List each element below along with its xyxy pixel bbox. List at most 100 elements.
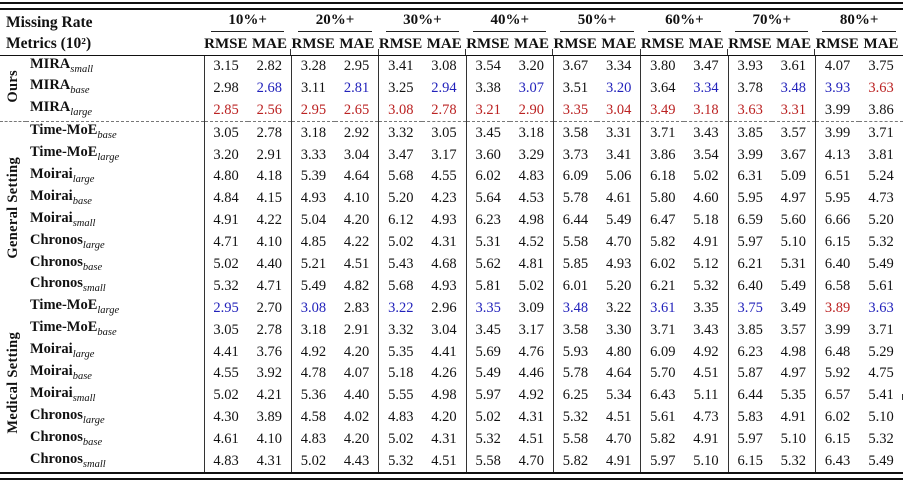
metric-value: 3.57 — [771, 121, 816, 145]
metric-value: 4.83 — [213, 452, 239, 469]
metric-header-rmse: RMSE — [378, 33, 423, 56]
metric-value: 5.32 — [475, 431, 501, 448]
metric-value: 5.95 — [737, 190, 763, 207]
metric-value: 4.70 — [597, 428, 642, 451]
metric-value: 3.48 — [562, 299, 589, 316]
metric-value: 6.09 — [562, 168, 589, 185]
metric-value: 3.04 — [597, 99, 642, 122]
metric-value: 5.32 — [388, 452, 414, 469]
table-row: Moiraismall 5.02 4.21 5.36 4.40 5.55 4.98 5.97 4… — [0, 384, 903, 407]
metric-value: 3.18 — [684, 99, 729, 122]
metric-value: 2.68 — [247, 77, 292, 100]
model-name: Moirailarge — [26, 165, 205, 188]
metric-value: 4.75 — [868, 365, 894, 382]
rate-header-4: 50%+ — [553, 11, 640, 34]
model-name: Moirailarge — [26, 341, 205, 363]
metric-value: 5.78 — [562, 365, 589, 382]
metric-value: 3.80 — [650, 57, 676, 74]
metric-value: 5.49 — [475, 365, 501, 382]
metric-value: 2.95 — [335, 55, 380, 78]
metric-value: 4.91 — [684, 428, 729, 451]
metric-value: 4.92 — [509, 384, 554, 407]
missing-rate-label: Missing Rate — [6, 13, 93, 31]
metric-value: 5.35 — [771, 384, 816, 407]
metric-value: 5.70 — [650, 365, 676, 382]
metric-value: 5.34 — [597, 384, 642, 407]
header-row-metrics: RMSE MAE RMSE MAE RMSE MAE RMSE MAE RMSE MAE RMSE M… — [0, 33, 903, 56]
metric-header-mae: MAE — [684, 33, 729, 56]
header-corner: Missing Rate Metrics (10²) — [0, 10, 205, 56]
metric-value: 5.97 — [650, 452, 676, 469]
metric-value: 3.63 — [868, 79, 894, 96]
metric-value: 5.11 — [684, 384, 729, 407]
metric-value: 2.95 — [213, 299, 239, 316]
metric-value: 3.64 — [650, 79, 676, 96]
metric-value: 2.83 — [335, 297, 380, 320]
metric-value: 4.23 — [422, 187, 467, 210]
metric-value: 4.41 — [422, 341, 467, 363]
metric-value: 3.61 — [771, 55, 816, 78]
metric-value: 3.29 — [509, 144, 554, 166]
metric-value: 4.51 — [422, 450, 467, 473]
metric-value: 5.06 — [597, 165, 642, 188]
metric-value: 4.76 — [509, 341, 554, 363]
metric-value: 3.47 — [684, 55, 729, 78]
metric-value: 3.35 — [475, 299, 501, 316]
metric-value: 6.02 — [824, 409, 851, 426]
metric-value: 6.31 — [737, 168, 763, 185]
table-row: Moiraismall 4.91 4.22 5.04 4.20 6.12 4.93 6.23 4… — [0, 209, 903, 232]
metric-value: 3.05 — [204, 121, 248, 145]
metric-value: 5.31 — [475, 234, 501, 251]
metric-value: 3.17 — [509, 319, 554, 342]
metric-value: 2.65 — [335, 99, 380, 122]
top-rule-upper — [0, 2, 903, 4]
metric-value: 5.68 — [388, 277, 414, 294]
metric-value: 4.64 — [597, 362, 642, 385]
metric-value: 6.09 — [650, 343, 676, 360]
metric-value: 2.90 — [509, 99, 554, 122]
metric-value: 4.10 — [247, 428, 292, 451]
metric-value: 3.75 — [868, 57, 894, 74]
metric-header-rmse: RMSE — [204, 33, 248, 56]
metric-header-mae: MAE — [859, 33, 903, 56]
metric-value: 3.45 — [475, 321, 501, 338]
model-name: Chronossmall — [26, 275, 205, 298]
metric-value: 3.58 — [553, 121, 598, 145]
model-name: MIRAlarge — [26, 99, 205, 122]
metric-value: 6.58 — [824, 277, 851, 294]
metric-value: 4.91 — [684, 231, 729, 254]
results-table-page: Missing Rate Metrics (10²) 10%+ 20%+ 30%+ 4… — [0, 0, 903, 400]
metric-value: 3.08 — [388, 101, 414, 118]
metric-value: 4.93 — [597, 253, 642, 276]
model-name: Chronosbase — [26, 253, 205, 276]
metric-value: 3.47 — [388, 146, 414, 163]
table-row: Time-MoElarge 3.20 2.91 3.33 3.04 3.47 3.17 3.6… — [0, 144, 903, 166]
metric-value: 2.94 — [422, 77, 467, 100]
metric-value: 4.68 — [422, 253, 467, 276]
metric-value: 2.92 — [335, 121, 380, 145]
metric-value: 3.99 — [737, 146, 763, 163]
metric-value: 3.48 — [771, 77, 816, 100]
metric-value: 5.60 — [771, 209, 816, 232]
metric-value: 6.23 — [737, 343, 763, 360]
metric-value: 4.41 — [213, 343, 239, 360]
metric-value: 3.35 — [684, 297, 729, 320]
metric-value: 3.28 — [300, 57, 327, 74]
metric-value: 3.32 — [378, 121, 423, 145]
metric-value: 4.53 — [509, 187, 554, 210]
group-label-medical-setting: Medical Setting — [4, 332, 21, 434]
metric-value: 6.44 — [737, 387, 763, 404]
metric-value: 4.92 — [300, 343, 327, 360]
metric-value: 6.23 — [475, 212, 501, 229]
metric-value: 5.49 — [597, 209, 642, 232]
metric-value: 6.02 — [650, 255, 676, 272]
metric-header-mae: MAE — [509, 33, 554, 56]
rate-header-label: 80%+ — [822, 12, 896, 32]
metric-value: 5.97 — [737, 431, 763, 448]
model-name: Time-MoElarge — [26, 297, 205, 320]
rate-header-1: 20%+ — [291, 11, 378, 34]
metric-value: 6.12 — [388, 212, 414, 229]
model-name: Moiraibase — [26, 362, 205, 385]
rate-header-3: 40%+ — [466, 11, 553, 34]
metric-value: 3.45 — [466, 121, 510, 145]
